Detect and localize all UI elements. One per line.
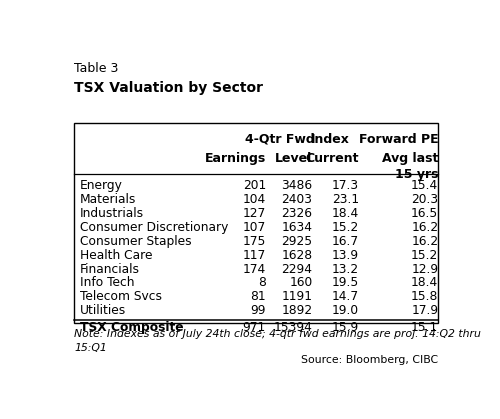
Text: Current: Current bbox=[306, 152, 359, 165]
Bar bbox=[74, 123, 438, 323]
Text: 16.7: 16.7 bbox=[332, 235, 359, 248]
Text: 18.4: 18.4 bbox=[332, 207, 359, 220]
Text: Industrials: Industrials bbox=[80, 207, 144, 220]
Text: 16.2: 16.2 bbox=[411, 235, 438, 248]
Text: 8: 8 bbox=[258, 277, 266, 290]
Text: 12.9: 12.9 bbox=[411, 263, 438, 276]
Text: Info Tech: Info Tech bbox=[80, 277, 134, 290]
Text: 13.9: 13.9 bbox=[332, 249, 359, 262]
Text: Avg last
15 yrs: Avg last 15 yrs bbox=[382, 152, 438, 181]
Text: 23.1: 23.1 bbox=[332, 193, 359, 206]
Text: 19.5: 19.5 bbox=[332, 277, 359, 290]
Text: 15.1: 15.1 bbox=[411, 321, 438, 334]
Text: 15.9: 15.9 bbox=[332, 321, 359, 334]
Text: Energy: Energy bbox=[80, 179, 123, 192]
Text: 19.0: 19.0 bbox=[332, 304, 359, 317]
Text: 15.2: 15.2 bbox=[411, 249, 438, 262]
Text: 160: 160 bbox=[289, 277, 312, 290]
Text: Health Care: Health Care bbox=[80, 249, 152, 262]
Text: 117: 117 bbox=[242, 249, 266, 262]
Text: 18.4: 18.4 bbox=[411, 277, 438, 290]
Text: 4-Qtr Fwd: 4-Qtr Fwd bbox=[244, 132, 314, 145]
Text: Materials: Materials bbox=[80, 193, 136, 206]
Text: 17.9: 17.9 bbox=[411, 304, 438, 317]
Text: Utilities: Utilities bbox=[80, 304, 126, 317]
Text: Level: Level bbox=[275, 152, 312, 165]
Text: 14.7: 14.7 bbox=[332, 290, 359, 303]
Text: Source: Bloomberg, CIBC: Source: Bloomberg, CIBC bbox=[301, 355, 438, 365]
Text: 127: 127 bbox=[242, 207, 266, 220]
Text: 15.4: 15.4 bbox=[411, 179, 438, 192]
Text: Index: Index bbox=[310, 132, 350, 145]
Text: 15.2: 15.2 bbox=[332, 221, 359, 234]
Text: 2403: 2403 bbox=[282, 193, 312, 206]
Text: 1191: 1191 bbox=[282, 290, 312, 303]
Text: 13.2: 13.2 bbox=[332, 263, 359, 276]
Text: 3486: 3486 bbox=[282, 179, 312, 192]
Text: Consumer Discretionary: Consumer Discretionary bbox=[80, 221, 229, 234]
Text: Forward PE: Forward PE bbox=[359, 132, 438, 145]
Text: Note: Indexes as of July 24th close; 4-qtr fwd earnings are proj. 14:Q2 thru
15:: Note: Indexes as of July 24th close; 4-q… bbox=[74, 329, 481, 352]
Text: 104: 104 bbox=[242, 193, 266, 206]
Text: 99: 99 bbox=[250, 304, 266, 317]
Text: 16.2: 16.2 bbox=[411, 221, 438, 234]
Text: Earnings: Earnings bbox=[204, 152, 266, 165]
Text: Table 3: Table 3 bbox=[74, 62, 118, 75]
Text: 20.3: 20.3 bbox=[411, 193, 438, 206]
Text: 1634: 1634 bbox=[282, 221, 312, 234]
Text: 15.8: 15.8 bbox=[411, 290, 438, 303]
Text: 81: 81 bbox=[250, 290, 266, 303]
Text: 2326: 2326 bbox=[282, 207, 312, 220]
Text: TSX Composite: TSX Composite bbox=[80, 321, 184, 334]
Text: Telecom Svcs: Telecom Svcs bbox=[80, 290, 162, 303]
Text: 17.3: 17.3 bbox=[332, 179, 359, 192]
Text: Consumer Staples: Consumer Staples bbox=[80, 235, 192, 248]
Text: 2925: 2925 bbox=[282, 235, 312, 248]
Text: 201: 201 bbox=[242, 179, 266, 192]
Text: Financials: Financials bbox=[80, 263, 140, 276]
Text: 15394: 15394 bbox=[274, 321, 312, 334]
Text: 175: 175 bbox=[242, 235, 266, 248]
Text: 107: 107 bbox=[242, 221, 266, 234]
Text: 1892: 1892 bbox=[282, 304, 312, 317]
Text: 971: 971 bbox=[242, 321, 266, 334]
Text: 16.5: 16.5 bbox=[411, 207, 438, 220]
Text: 174: 174 bbox=[242, 263, 266, 276]
Text: 2294: 2294 bbox=[282, 263, 312, 276]
Text: TSX Valuation by Sector: TSX Valuation by Sector bbox=[74, 81, 263, 95]
Text: 1628: 1628 bbox=[282, 249, 312, 262]
